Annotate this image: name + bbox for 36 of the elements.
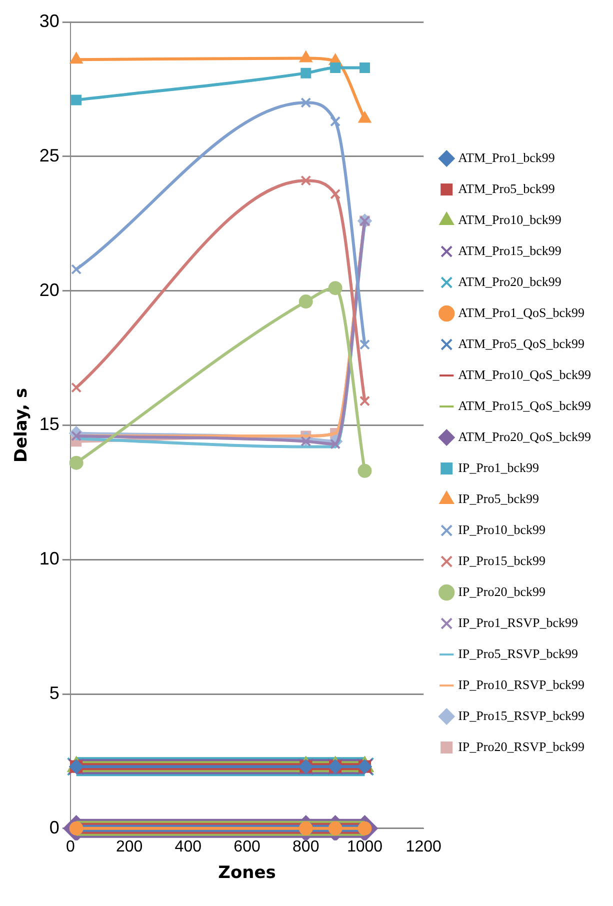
- legend-label: ATM_Pro20_bck99: [458, 274, 562, 289]
- legend-label: IP_Pro15_bck99: [458, 552, 546, 568]
- x-axis-title: Zones: [218, 863, 276, 884]
- legend-label: ATM_Pro1_bck99: [458, 150, 555, 165]
- legend-label: ATM_Pro15_QoS_bck99: [458, 398, 592, 413]
- y-tick-label: 25: [39, 145, 60, 166]
- x-tick-label: 600: [234, 838, 260, 856]
- legend-label: IP_Pro5_bck99: [458, 490, 539, 506]
- legend-label: IP_Pro15_RSVP_bck99: [458, 708, 585, 723]
- legend-label: IP_Pro20_bck99: [458, 584, 546, 599]
- x-tick-label: 400: [174, 838, 202, 856]
- legend-label: IP_Pro20_RSVP_bck99: [458, 738, 585, 754]
- legend-label: ATM_Pro5_QoS_bck99: [458, 336, 585, 351]
- legend-label: ATM_Pro15_bck99: [458, 242, 562, 258]
- y-tick-label: 15: [39, 414, 60, 434]
- y-tick-label: 5: [49, 682, 60, 703]
- y-axis-title: Delay, s: [12, 388, 32, 463]
- legend-label: IP_Pro10_bck99: [458, 522, 546, 537]
- legend-label: IP_Pro1_RSVP_bck99: [458, 614, 578, 630]
- legend-label: IP_Pro10_RSVP_bck99: [458, 676, 585, 692]
- y-tick-label: 20: [39, 280, 60, 300]
- y-tick-label: 30: [39, 10, 60, 31]
- legend-label: ATM_Pro1_QoS_bck99: [458, 304, 585, 320]
- legend-label: ATM_Pro20_QoS_bck99: [458, 428, 592, 444]
- x-tick-label: 1000: [346, 838, 383, 856]
- x-tick-label: 200: [116, 838, 143, 856]
- legend-label: ATM_Pro5_bck99: [458, 180, 555, 196]
- x-tick-label: 800: [292, 838, 320, 856]
- x-tick-label: 0: [66, 838, 75, 856]
- legend-label: ATM_Pro10_bck99: [458, 212, 562, 227]
- legend-label: IP_Pro5_RSVP_bck99: [458, 646, 578, 661]
- legend-label: IP_Pro1_bck99: [458, 460, 539, 475]
- y-tick-label: 0: [49, 817, 60, 838]
- x-tick-label: 1200: [406, 838, 442, 856]
- legend-label: ATM_Pro10_QoS_bck99: [458, 366, 592, 382]
- y-tick-label: 10: [39, 548, 60, 569]
